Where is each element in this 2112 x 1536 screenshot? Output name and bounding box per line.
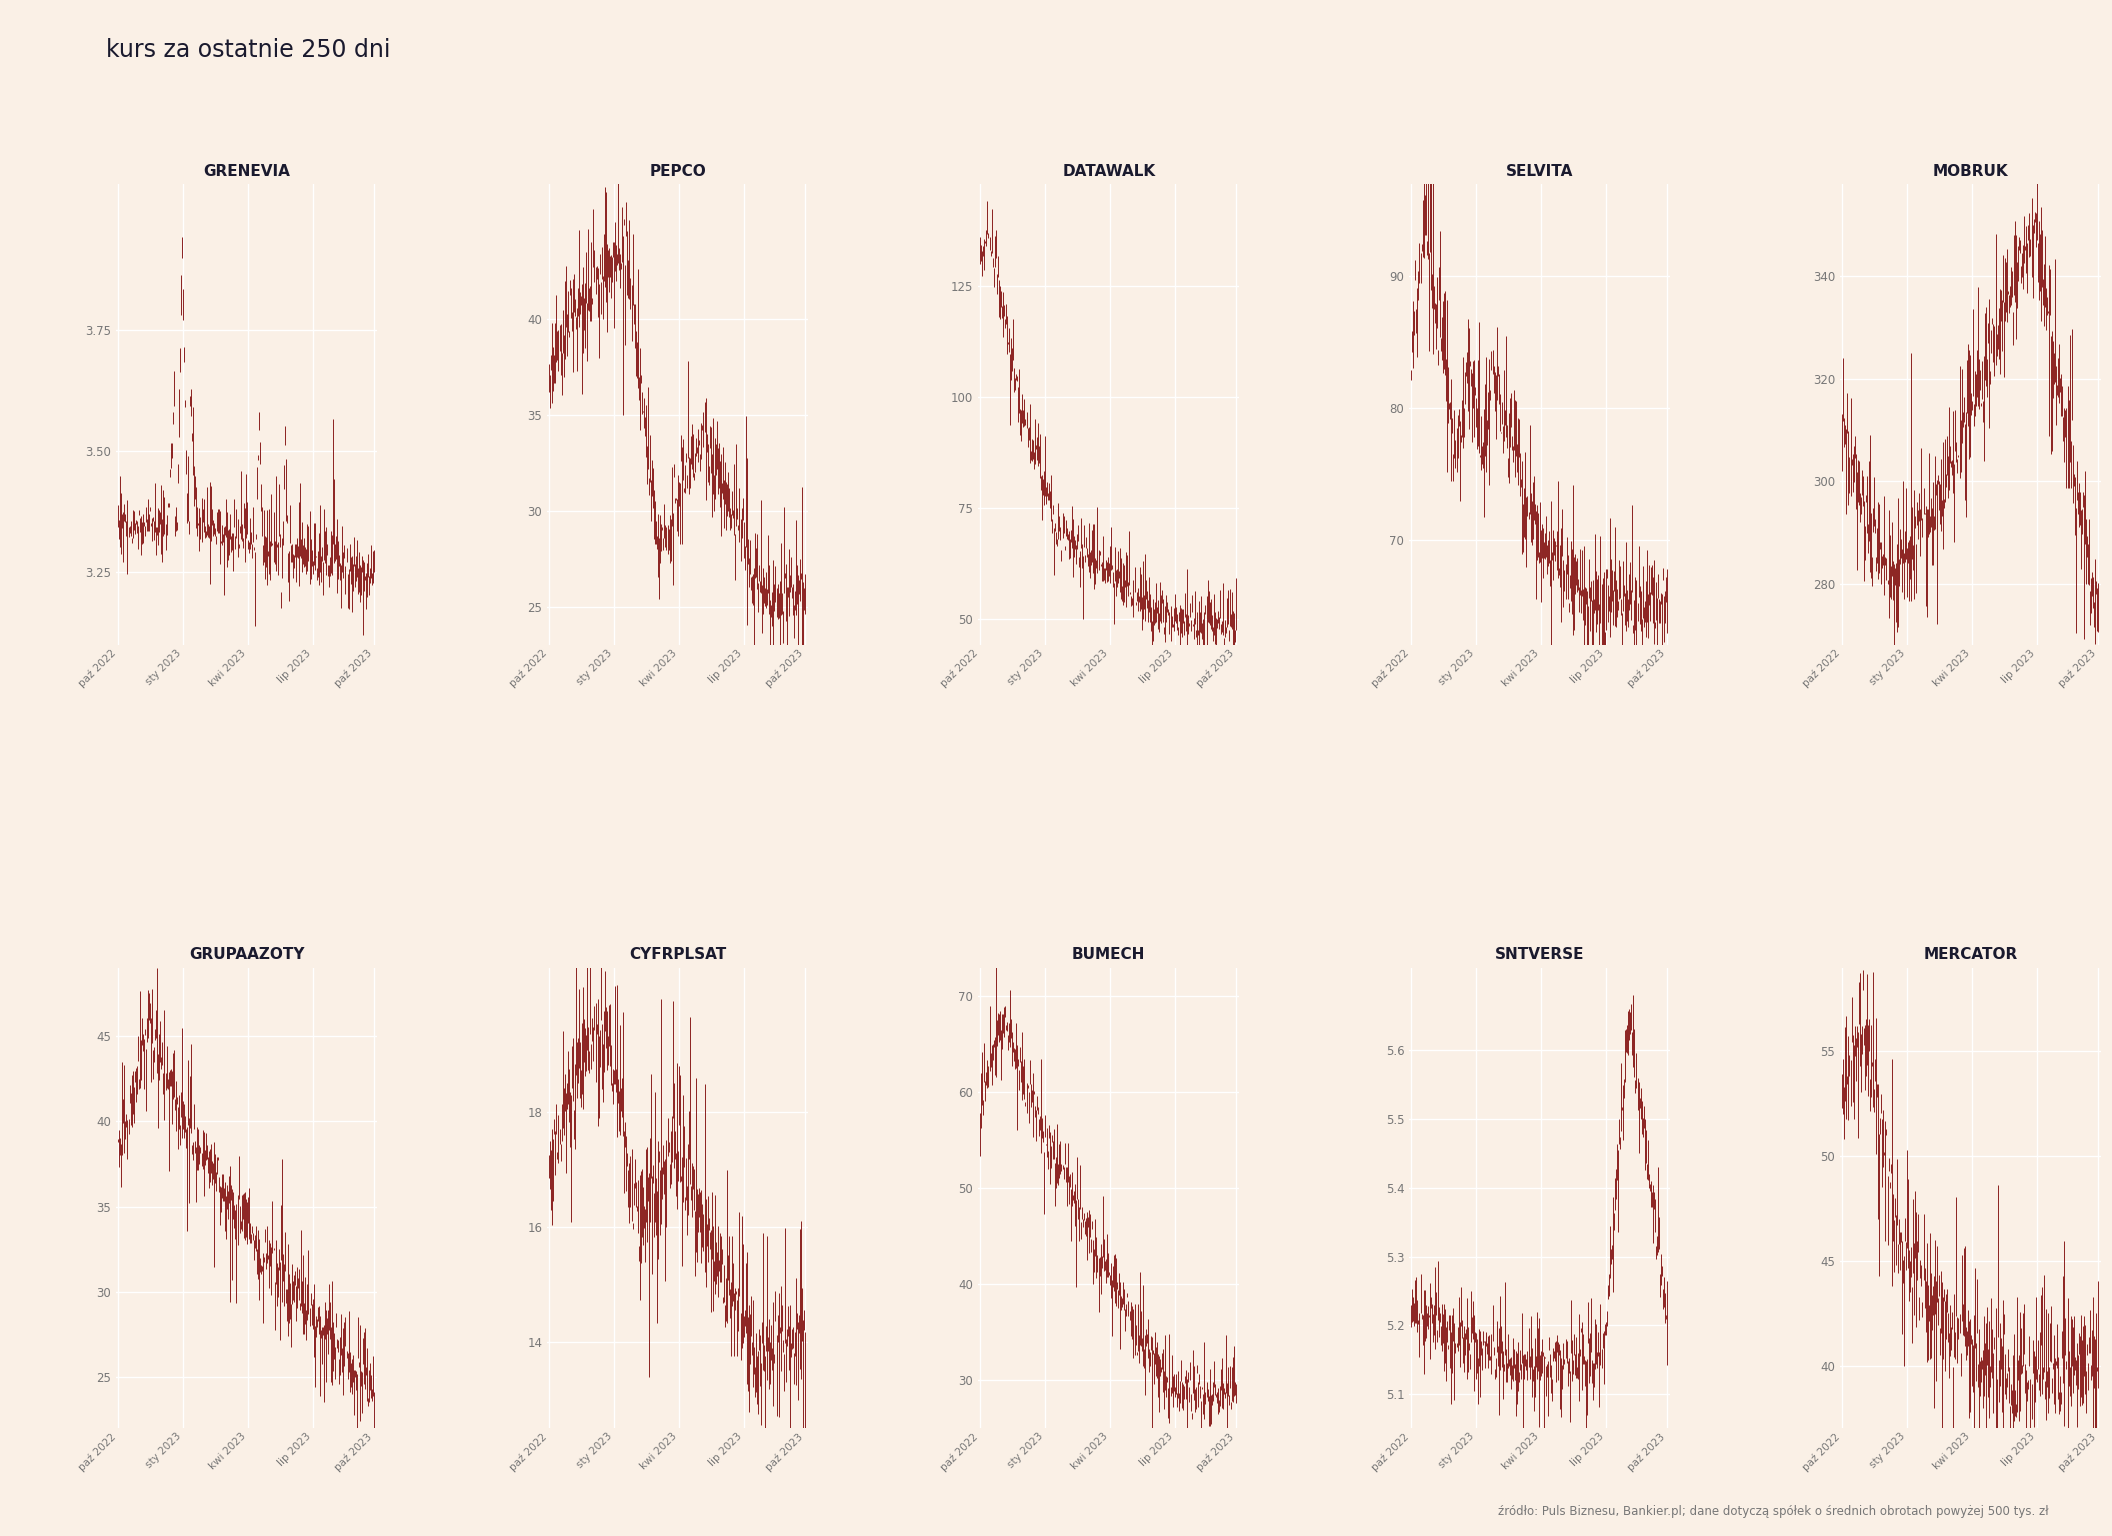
Title: DATAWALK: DATAWALK [1062,164,1155,180]
Title: CYFRPLSAT: CYFRPLSAT [629,948,727,963]
Title: BUMECH: BUMECH [1073,948,1145,963]
Title: GRUPAAZOTY: GRUPAAZOTY [188,948,304,963]
Title: MERCATOR: MERCATOR [1924,948,2017,963]
Text: źródło: Puls Biznesu, Bankier.pl; dane dotyczą spółek o średnich obrotach powyże: źródło: Puls Biznesu, Bankier.pl; dane d… [1497,1505,2049,1518]
Title: MOBRUK: MOBRUK [1932,164,2009,180]
Text: kurs za ostatnie 250 dni: kurs za ostatnie 250 dni [106,38,391,63]
Title: PEPCO: PEPCO [648,164,705,180]
Title: SELVITA: SELVITA [1506,164,1573,180]
Title: SNTVERSE: SNTVERSE [1495,948,1584,963]
Title: GRENEVIA: GRENEVIA [203,164,289,180]
